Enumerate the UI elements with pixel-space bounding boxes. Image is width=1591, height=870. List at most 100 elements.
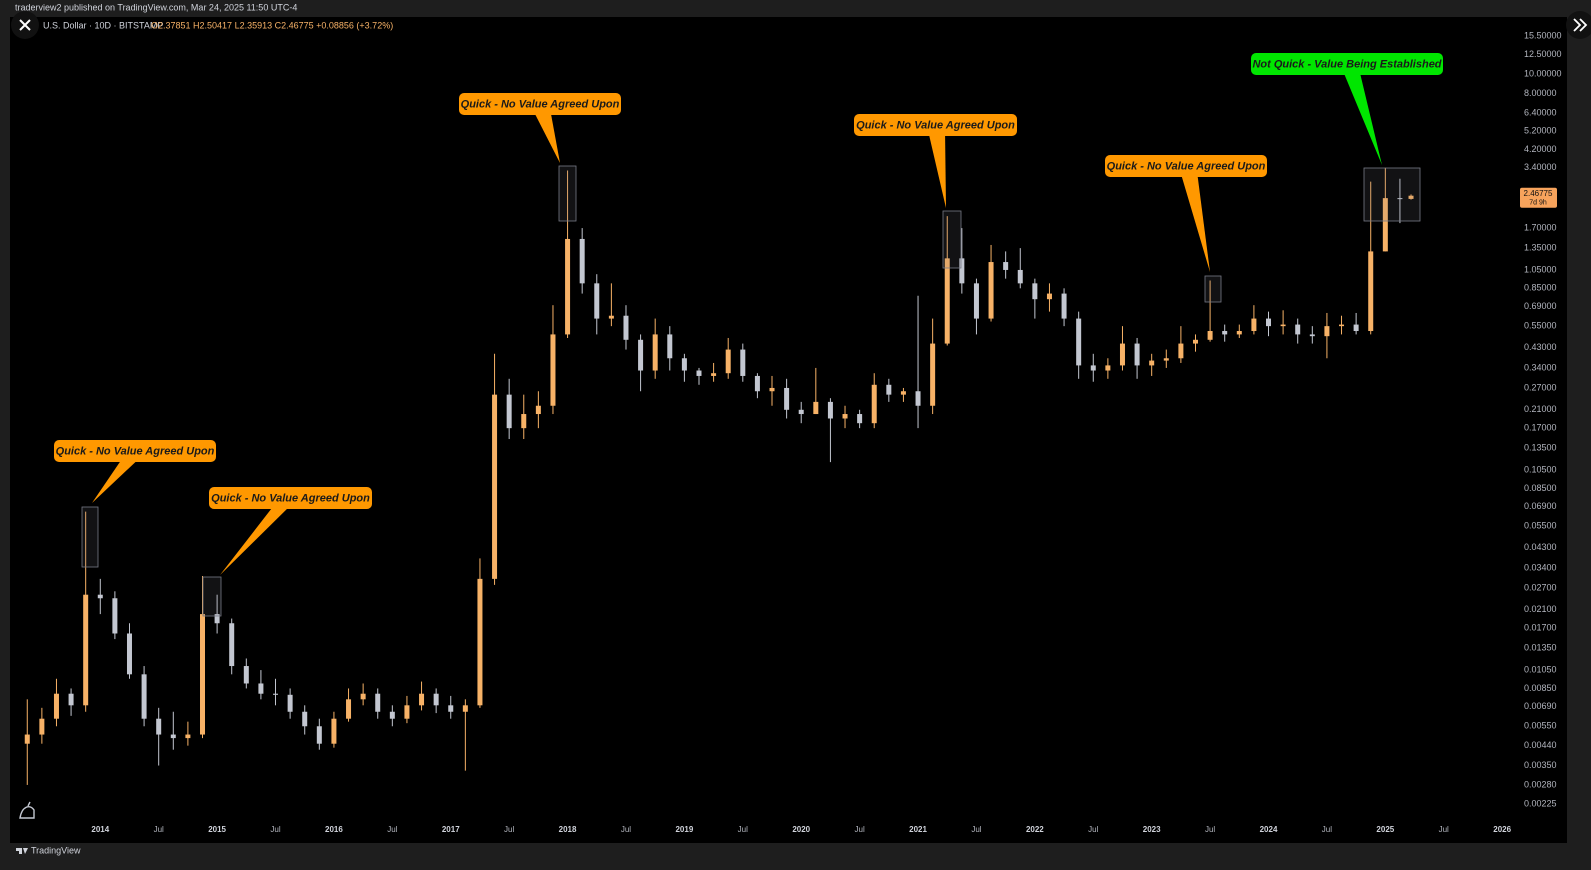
callout-arrow bbox=[220, 508, 288, 575]
y-tick-label: 10.00000 bbox=[1524, 69, 1562, 79]
callout-text: Not Quick - Value Being Established bbox=[1252, 58, 1441, 70]
x-tick-label: Jul bbox=[1439, 825, 1449, 834]
candle-body bbox=[126, 633, 132, 675]
peak-highlight bbox=[1204, 275, 1222, 303]
y-tick-label: 0.34000 bbox=[1524, 362, 1557, 372]
candle-body bbox=[112, 598, 118, 634]
candle-body bbox=[944, 258, 950, 344]
x-tick-label: Jul bbox=[1322, 825, 1332, 834]
candle-body bbox=[448, 705, 454, 712]
candle-body bbox=[871, 384, 877, 424]
x-tick-label: Jul bbox=[621, 825, 631, 834]
candle-body bbox=[842, 414, 848, 419]
ohlc-legend: O2.37851 H2.50417 L2.35913 C2.46775 +0.0… bbox=[151, 20, 393, 30]
candle-body bbox=[1134, 343, 1140, 366]
y-tick-label: 0.00225 bbox=[1524, 798, 1557, 808]
candle-body bbox=[579, 238, 585, 284]
callout-arrow bbox=[535, 114, 560, 163]
candle-body bbox=[667, 334, 673, 359]
x-tick-label: Jul bbox=[738, 825, 748, 834]
y-tick-label: 0.55000 bbox=[1524, 321, 1557, 331]
y-tick-label: 0.01350 bbox=[1524, 643, 1557, 653]
y-tick-label: 4.20000 bbox=[1524, 144, 1557, 154]
candle-body bbox=[652, 334, 658, 371]
candle-body bbox=[258, 683, 264, 694]
y-tick-label: 0.01700 bbox=[1524, 623, 1557, 633]
y-tick-label: 0.00280 bbox=[1524, 779, 1557, 789]
peak-highlight bbox=[942, 210, 962, 269]
callout-text: Quick - No Value Agreed Upon bbox=[1107, 160, 1266, 172]
candle-body bbox=[1397, 198, 1403, 200]
candle-body bbox=[506, 394, 512, 429]
candle-body bbox=[1295, 324, 1301, 335]
candle-body bbox=[1222, 331, 1228, 335]
candle-body bbox=[696, 370, 702, 376]
candle-body bbox=[754, 375, 760, 392]
candle-body bbox=[1046, 293, 1052, 300]
expand-button[interactable] bbox=[1566, 11, 1591, 39]
candle-body bbox=[769, 387, 775, 392]
candle-body bbox=[1032, 283, 1038, 300]
candle-body bbox=[1408, 195, 1414, 199]
logo bbox=[19, 801, 35, 819]
y-tick-label: 8.00000 bbox=[1524, 88, 1557, 98]
candle-body bbox=[1163, 358, 1169, 361]
y-tick-label: 0.04300 bbox=[1524, 542, 1557, 552]
candle-body bbox=[973, 283, 979, 319]
callout-text: Quick - No Value Agreed Upon bbox=[461, 98, 620, 110]
x-tick-label: 2015 bbox=[208, 825, 226, 834]
candle-body bbox=[638, 339, 644, 371]
candle-body bbox=[170, 734, 176, 739]
candle-body bbox=[24, 734, 30, 744]
y-tick-label: 0.21000 bbox=[1524, 404, 1557, 414]
candle-body bbox=[1003, 262, 1009, 270]
candle-body bbox=[433, 693, 439, 706]
y-tick-label: 0.69000 bbox=[1524, 301, 1557, 311]
candle-body bbox=[375, 693, 381, 712]
x-tick-label: Jul bbox=[855, 825, 865, 834]
chart-area bbox=[10, 17, 1567, 843]
candle-body bbox=[346, 699, 352, 719]
candle-body bbox=[784, 387, 790, 410]
candle-body bbox=[1236, 331, 1242, 335]
y-tick-label: 0.06900 bbox=[1524, 501, 1557, 511]
callout-box bbox=[459, 93, 621, 115]
candle-body bbox=[156, 718, 162, 735]
candle-body bbox=[1309, 334, 1315, 337]
byline: traderview2 published on TradingView.com… bbox=[15, 2, 297, 12]
candle-body bbox=[1090, 365, 1096, 371]
candle-body bbox=[900, 391, 906, 395]
candle-body bbox=[1017, 269, 1023, 284]
candle-body bbox=[302, 711, 308, 727]
candle-body bbox=[243, 666, 249, 684]
x-tick-label: 2024 bbox=[1260, 825, 1278, 834]
last-price-box bbox=[1520, 187, 1557, 208]
callout-box bbox=[209, 487, 372, 509]
callout-text: Quick - No Value Agreed Upon bbox=[856, 119, 1015, 131]
close-button[interactable] bbox=[11, 11, 39, 39]
candle-body bbox=[521, 414, 527, 429]
candle-body bbox=[492, 394, 498, 579]
y-tick-label: 1.05000 bbox=[1524, 264, 1557, 274]
callout-text: Quick - No Value Agreed Upon bbox=[56, 445, 215, 457]
candle-body bbox=[1382, 198, 1388, 252]
candle-body bbox=[1280, 324, 1286, 327]
candle-body bbox=[389, 711, 395, 719]
x-tick-label: 2023 bbox=[1143, 825, 1161, 834]
y-tick-label: 0.10500 bbox=[1524, 464, 1557, 474]
y-tick-label: 0.17000 bbox=[1524, 423, 1557, 433]
x-tick-label: Jul bbox=[504, 825, 514, 834]
candle-body bbox=[477, 578, 483, 706]
y-tick-label: 12.50000 bbox=[1524, 49, 1562, 59]
y-tick-label: 0.27000 bbox=[1524, 382, 1557, 392]
candle-body bbox=[930, 343, 936, 406]
last-price: 2.46775 bbox=[1524, 189, 1553, 198]
y-tick-label: 0.43000 bbox=[1524, 342, 1557, 352]
x-tick-label: Jul bbox=[971, 825, 981, 834]
candle-body bbox=[594, 283, 600, 319]
candle-body bbox=[462, 705, 468, 712]
candle-body bbox=[83, 594, 89, 706]
y-tick-label: 5.20000 bbox=[1524, 125, 1557, 135]
candle-body bbox=[1119, 343, 1125, 366]
